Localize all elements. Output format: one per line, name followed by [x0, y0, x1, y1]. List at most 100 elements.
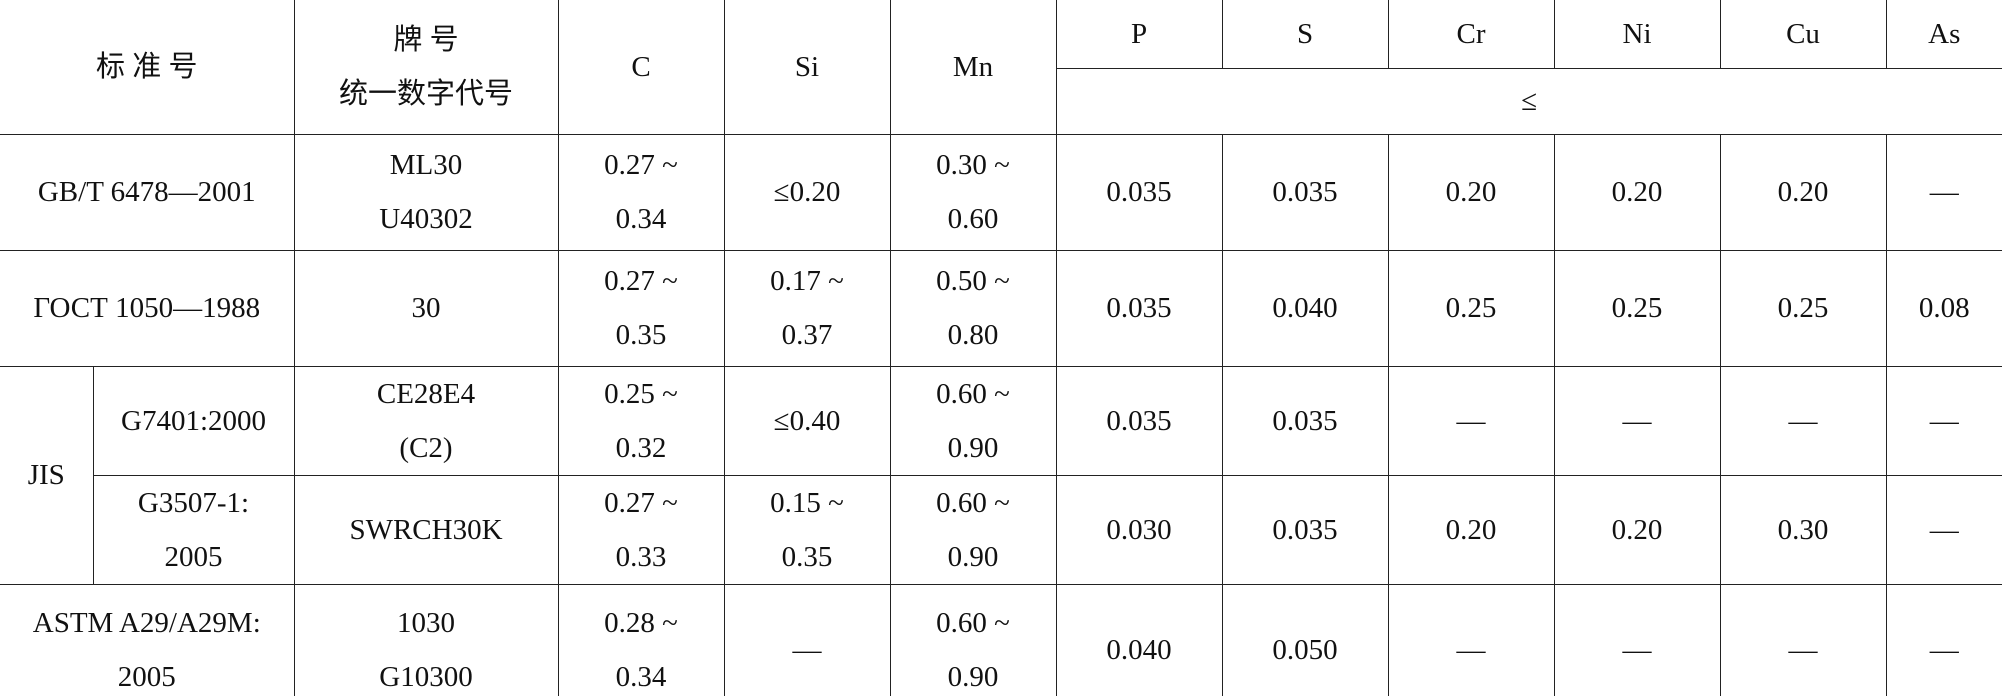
- cell-text: C: [631, 50, 651, 83]
- cell-text: —: [1788, 404, 1818, 437]
- table-cell: 0.60 ~ 0.90: [889, 474, 1057, 585]
- table-cell: ГОСТ 1050—1988: [0, 249, 295, 367]
- cell-text: 0.030: [1106, 513, 1172, 546]
- table-cell: 0.035: [1221, 365, 1389, 476]
- cell-text: G7401:2000: [121, 404, 266, 437]
- cell-text: ГОСТ 1050—1988: [33, 292, 261, 324]
- cell-text: 0.035: [1106, 176, 1172, 208]
- cell-text: 2005: [164, 540, 223, 573]
- table-cell: ASTM A29/A29M: 2005: [0, 583, 295, 696]
- cell-text: 30: [411, 292, 441, 324]
- table-cell: 0.040: [1055, 583, 1223, 696]
- cell-text: 0.80: [947, 319, 999, 351]
- table-cell: JIS: [0, 365, 94, 585]
- table-cell: 0.035: [1055, 365, 1223, 476]
- header-row: ≤: [0, 67, 2002, 135]
- cell-text: S: [1296, 17, 1314, 50]
- cell-text: —: [1929, 404, 1959, 437]
- table-cell: 0.25 ~ 0.32: [557, 365, 725, 476]
- cell-text: 0.040: [1106, 634, 1172, 667]
- cell-text: 0.27 ~: [604, 486, 678, 519]
- table-cell: ≤0.20: [723, 133, 891, 251]
- cell-text: 0.040: [1272, 292, 1338, 324]
- table-cell: —: [1885, 474, 2002, 585]
- cell-text: 0.60: [947, 203, 999, 235]
- cell-text: 0.035: [1272, 176, 1338, 208]
- cell-text: 0.37: [781, 319, 833, 351]
- cell-text: 牌 号: [393, 23, 459, 56]
- cell-text: —: [1622, 634, 1652, 667]
- table-cell: 0.030: [1055, 474, 1223, 585]
- table-cell: CE28E4 (C2): [293, 365, 559, 476]
- table-cell: —: [1387, 583, 1555, 696]
- cell-text: 0.20: [1445, 176, 1497, 208]
- table-cell: —: [1719, 583, 1887, 696]
- table-cell: 0.15 ~ 0.35: [723, 474, 891, 585]
- table-row: ГОСТ 1050—1988 30 0.27 ~ 0.35 0.17 ~ 0.37 0.50…: [0, 249, 2002, 367]
- cell-text: (C2): [399, 431, 453, 464]
- cell-text: —: [1929, 513, 1959, 546]
- cell-text: 0.34: [615, 203, 667, 235]
- cell-text: 0.035: [1106, 404, 1172, 437]
- cell-text: 0.035: [1272, 513, 1338, 546]
- cell-text: 0.35: [615, 319, 667, 351]
- cell-text: —: [1456, 404, 1486, 437]
- cell-text: 0.25: [1445, 292, 1497, 324]
- cell-text: ≤0.40: [773, 404, 841, 437]
- cell-text: 0.20: [1611, 513, 1663, 546]
- cell-text: —: [1788, 634, 1818, 667]
- cell-text: 0.17 ~: [770, 265, 844, 297]
- cell-text: Cr: [1456, 17, 1486, 50]
- cell-text: —: [792, 634, 822, 667]
- header-cell: S: [1221, 0, 1389, 69]
- table-cell: —: [1553, 583, 1721, 696]
- table-cell: G7401:2000: [92, 365, 295, 476]
- cell-text: 0.25: [1777, 292, 1829, 324]
- table-cell: 0.08: [1885, 249, 2002, 367]
- cell-text: 0.27 ~: [604, 149, 678, 181]
- table-cell: 0.30 ~ 0.60: [889, 133, 1057, 251]
- header-cell: C: [557, 0, 725, 135]
- header-cell: ≤: [1056, 67, 2002, 135]
- cell-text: SWRCH30K: [349, 513, 503, 546]
- table-row: JIS G7401:2000 CE28E4 (C2) 0.25 ~ 0.32 ≤0.40 0.…: [0, 365, 2002, 585]
- table-cell: 0.60 ~ 0.90: [889, 365, 1057, 476]
- table-cell: 0.035: [1221, 133, 1389, 251]
- header-cell: Mn: [889, 0, 1057, 135]
- cell-text: —: [1456, 634, 1486, 667]
- table-cell: 0.27 ~ 0.35: [557, 249, 725, 367]
- cell-text: 0.30 ~: [936, 149, 1010, 181]
- cell-text: 0.35: [781, 540, 833, 573]
- cell-text: —: [1929, 634, 1959, 667]
- cell-text: 0.20: [1777, 176, 1829, 208]
- cell-text: ≤: [1521, 85, 1538, 117]
- table-cell: 0.28 ~ 0.34: [557, 583, 725, 696]
- cell-text: As: [1928, 17, 1961, 50]
- header-cell: As: [1885, 0, 2002, 69]
- cell-text: Ni: [1622, 17, 1652, 50]
- table-cell: 0.60 ~ 0.90: [889, 583, 1057, 696]
- table-cell: 0.20: [1553, 474, 1721, 585]
- table-cell: 0.25: [1553, 249, 1721, 367]
- table-cell: ML30 U40302: [293, 133, 559, 251]
- cell-text: ASTM A29/A29M:: [32, 607, 261, 640]
- cell-text: 0.28 ~: [604, 607, 678, 640]
- header-cell: Si: [723, 0, 891, 135]
- table-cell: 0.20: [1387, 133, 1555, 251]
- cell-text: JIS: [27, 459, 65, 491]
- table-cell: 0.17 ~ 0.37: [723, 249, 891, 367]
- cell-text: 标 准 号: [96, 50, 198, 83]
- cell-text: —: [1929, 176, 1959, 208]
- cell-text: 0.32: [615, 431, 667, 464]
- header-cell: Ni: [1553, 0, 1721, 69]
- header-row: 标 准 号 牌 号统一数字代号 C Si Mn P S Cr Ni Cu As: [0, 0, 2002, 135]
- cell-text: P: [1130, 17, 1148, 50]
- table-cell: 0.20: [1719, 133, 1887, 251]
- table-cell: GB/T 6478—2001: [0, 133, 295, 251]
- cell-text: 0.27 ~: [604, 265, 678, 297]
- cell-text: ML30: [389, 149, 463, 181]
- cell-text: 1030: [397, 607, 456, 640]
- cell-text: 0.08: [1918, 292, 1970, 324]
- cell-text: 2005: [117, 661, 176, 694]
